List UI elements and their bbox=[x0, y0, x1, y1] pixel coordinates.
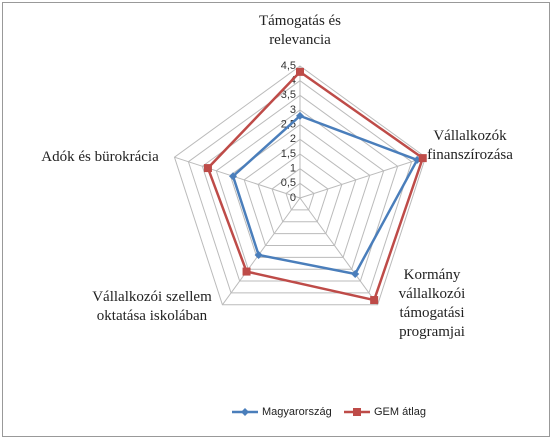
spoke bbox=[174, 156, 301, 199]
category-label: Vállalkozók finanszírozása bbox=[427, 128, 513, 163]
chart-border bbox=[2, 2, 550, 437]
category-line: Kormány bbox=[404, 267, 461, 283]
category-line: programjai bbox=[399, 324, 465, 340]
grid-ring bbox=[187, 80, 413, 294]
tick-label: 2 bbox=[290, 133, 296, 145]
spoke bbox=[299, 197, 378, 306]
legend-label: GEM átlag bbox=[374, 406, 426, 418]
category-label: Támogatás és relevancia bbox=[259, 13, 341, 48]
category-line: oktatása iskolában bbox=[97, 308, 208, 324]
marker bbox=[254, 250, 263, 259]
tick-label: 3 bbox=[290, 104, 296, 116]
category-line: vállalkozói bbox=[399, 286, 466, 302]
category-line: támogatási bbox=[400, 305, 465, 321]
spoke bbox=[299, 156, 426, 199]
category-line: Vállalkozók bbox=[433, 128, 507, 144]
marker bbox=[296, 67, 304, 76]
grid-ring bbox=[243, 138, 357, 246]
series-line bbox=[206, 70, 425, 302]
grid-ring bbox=[257, 153, 343, 235]
legend-marker bbox=[353, 408, 361, 416]
tick-label: 0,5 bbox=[281, 177, 296, 189]
tick-label: 3,5 bbox=[281, 89, 296, 101]
category-line: Támogatás és bbox=[259, 13, 341, 29]
spoke bbox=[222, 197, 301, 306]
tick-label: 4,5 bbox=[281, 60, 296, 72]
legend-marker bbox=[241, 408, 249, 416]
category-line: finanszírozása bbox=[427, 147, 513, 163]
marker bbox=[229, 172, 238, 181]
grid-ring bbox=[215, 109, 385, 270]
tick-label: 0 bbox=[290, 192, 296, 204]
grid-ring bbox=[271, 168, 329, 223]
tick-label: 1,5 bbox=[281, 148, 296, 160]
category-line: Adók és bürokrácia bbox=[41, 149, 159, 165]
marker bbox=[418, 154, 427, 163]
marker bbox=[242, 267, 251, 276]
category-line: relevancia bbox=[269, 32, 331, 48]
grid-ring bbox=[173, 65, 427, 306]
marker bbox=[296, 111, 304, 120]
category-label: Vállalkozói szellem oktatása iskolában bbox=[92, 289, 212, 324]
series-line bbox=[231, 114, 419, 276]
marker bbox=[203, 164, 212, 173]
grid-ring bbox=[285, 182, 315, 211]
tick-label: 2,5 bbox=[281, 119, 296, 131]
marker bbox=[351, 269, 360, 278]
category-label: Adók és bürokrácia bbox=[41, 149, 159, 165]
legend-label: Magyarország bbox=[262, 406, 332, 418]
grid-ring bbox=[201, 94, 399, 282]
category-line: Vállalkozói szellem bbox=[92, 289, 212, 305]
tick-label: 1 bbox=[290, 163, 296, 175]
marker bbox=[370, 296, 379, 305]
category-label: Kormány vállalkozói támogatási programjai bbox=[399, 267, 466, 340]
